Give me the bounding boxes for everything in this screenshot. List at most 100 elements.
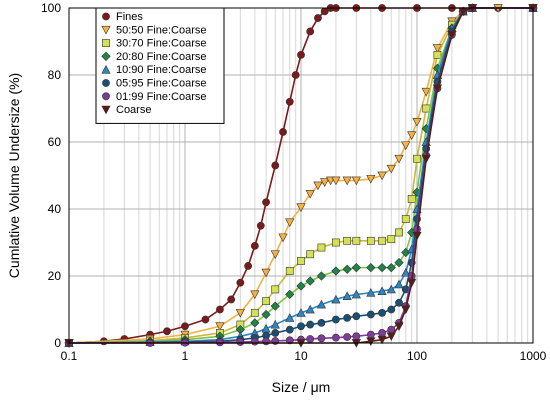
data-point (296, 308, 306, 317)
data-point (317, 334, 326, 343)
data-point (305, 276, 315, 286)
data-point (342, 176, 352, 186)
data-point (352, 236, 361, 245)
data-point (351, 289, 361, 299)
data-point (305, 304, 315, 314)
data-point (271, 329, 280, 337)
data-point (342, 291, 352, 301)
legend-entry: 10:90 Fine:Coarse (116, 64, 207, 76)
data-point (271, 161, 280, 170)
data-point (332, 315, 340, 324)
data-point (215, 322, 225, 331)
data-point (306, 27, 315, 36)
data-point (285, 289, 295, 300)
data-point (394, 322, 404, 331)
data-point (401, 215, 410, 223)
x-axis-ticks: 0.1 1 10 100 1000 (61, 349, 547, 363)
data-point (297, 257, 305, 265)
data-point (366, 174, 376, 184)
data-point (343, 333, 352, 341)
data-point (394, 257, 404, 268)
data-point (256, 221, 265, 230)
data-point (413, 154, 421, 163)
data-point (394, 154, 404, 164)
data-point (297, 51, 305, 59)
y-tick-label: 100 (41, 1, 61, 15)
data-point (351, 263, 361, 273)
data-point (314, 14, 322, 22)
data-point (306, 335, 315, 343)
data-point (331, 294, 341, 304)
data-point (366, 236, 375, 245)
data-point (352, 312, 361, 321)
data-point (270, 319, 280, 329)
data-point (395, 298, 403, 307)
x-tick-label: 100 (407, 349, 427, 363)
data-point (377, 171, 387, 181)
data-point (250, 318, 260, 328)
data-point (306, 320, 315, 329)
legend-box (95, 7, 225, 124)
data-point (433, 50, 442, 59)
series-layer (64, 3, 538, 348)
data-point (332, 238, 340, 247)
legend-marker (101, 51, 111, 62)
data-point (250, 308, 259, 317)
y-tick-label: 40 (48, 202, 62, 216)
y-tick-label: 60 (48, 135, 62, 149)
data-point (366, 330, 375, 339)
data-point (386, 332, 396, 342)
data-point (378, 308, 386, 317)
series-line (68, 7, 533, 344)
data-point (366, 310, 375, 319)
y-axis-ticks: 0 20 40 60 80 100 (41, 1, 61, 350)
data-point (278, 233, 288, 243)
data-point (262, 297, 270, 306)
legend-entry: 05:95 Fine:Coarse (116, 78, 207, 90)
legend-entry: 01:99 Fine:Coarse (116, 91, 207, 103)
data-point (332, 333, 340, 342)
data-point (366, 288, 376, 297)
data-point (432, 44, 443, 53)
data-point (394, 279, 404, 289)
data-point (351, 176, 361, 186)
y-tick-label: 80 (48, 68, 62, 82)
plot-frame (68, 7, 534, 344)
data-point (250, 241, 259, 250)
data-point (250, 337, 259, 346)
data-point (285, 97, 294, 106)
series-line (68, 7, 533, 344)
y-tick-label: 20 (48, 269, 62, 283)
series-line (68, 7, 533, 344)
data-point (401, 141, 411, 151)
data-point (201, 315, 210, 324)
data-point (285, 267, 294, 275)
legend-entry: Fines (116, 11, 143, 23)
data-point (270, 250, 280, 259)
data-point (386, 284, 396, 294)
data-point (342, 264, 352, 274)
data-point (279, 128, 287, 136)
data-point (261, 268, 271, 278)
data-point (395, 228, 403, 237)
data-point (407, 131, 417, 141)
data-point (305, 190, 315, 199)
data-point (386, 263, 396, 273)
data-point (447, 30, 457, 40)
series-line (69, 7, 533, 344)
data-point (285, 218, 295, 228)
data-point (378, 329, 386, 337)
data-point (270, 301, 280, 311)
data-point (377, 335, 387, 345)
data-point (320, 178, 330, 187)
data-point (317, 243, 326, 252)
data-point (261, 309, 271, 320)
data-point (317, 318, 326, 327)
legend-marker (101, 25, 111, 35)
data-point (236, 338, 245, 346)
data-point (331, 266, 341, 276)
data-point (297, 322, 305, 331)
data-point (227, 295, 236, 304)
